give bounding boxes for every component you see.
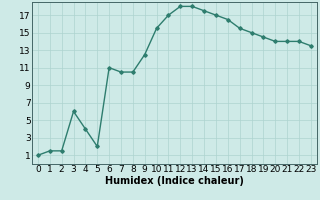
X-axis label: Humidex (Indice chaleur): Humidex (Indice chaleur) [105, 176, 244, 186]
